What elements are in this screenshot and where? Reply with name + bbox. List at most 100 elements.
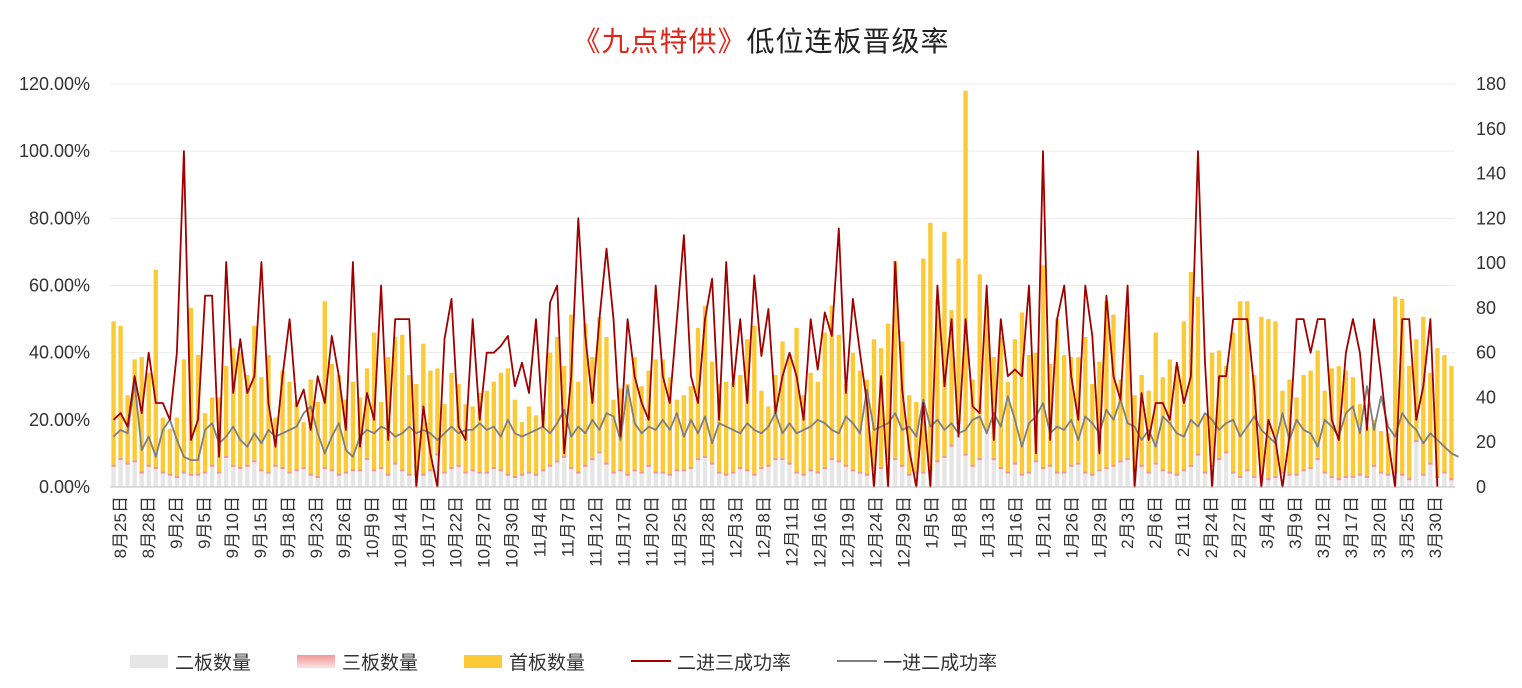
bar-second — [1090, 475, 1095, 487]
x-tick-label: 9月10日 — [223, 496, 242, 558]
bar-first — [491, 381, 496, 467]
bar-first — [181, 359, 187, 472]
legend-swatch-second — [130, 654, 168, 668]
bar-third — [723, 473, 729, 476]
bar-second — [139, 473, 144, 487]
bar-second — [1315, 460, 1320, 487]
y-right-tick-label: 100 — [1476, 253, 1506, 273]
bar-first — [1350, 377, 1356, 476]
bar-first — [1230, 332, 1236, 472]
bar-third — [716, 471, 722, 474]
bar-first — [498, 372, 504, 470]
bar-second — [639, 473, 644, 487]
bar-third — [562, 455, 567, 458]
bar-third — [709, 462, 715, 465]
bar-first — [111, 321, 116, 465]
bar-third — [1357, 473, 1363, 476]
bar-second — [1040, 469, 1046, 487]
bar-third — [216, 471, 222, 474]
chart-title-brand: 《九点特供》 — [572, 26, 747, 57]
bar-second — [1118, 462, 1123, 487]
bar-third — [1294, 473, 1299, 476]
bar-second — [357, 471, 363, 487]
bar-third — [604, 462, 609, 465]
bar-first — [294, 401, 299, 470]
bar-second — [1111, 466, 1116, 487]
bar-second — [815, 473, 820, 487]
bar-first — [822, 332, 827, 467]
bar-second — [1230, 473, 1236, 487]
bar-first — [590, 357, 595, 458]
bar-third — [1040, 466, 1046, 470]
bar-third — [132, 460, 137, 463]
legend-label-third: 三板数量 — [342, 652, 419, 674]
bar-third — [477, 471, 482, 474]
y-right-tick-label: 160 — [1476, 119, 1506, 139]
y-left-tick-label: 0.00% — [39, 477, 90, 497]
bar-second — [1273, 478, 1278, 487]
bar-second — [294, 471, 299, 487]
bar-first — [118, 325, 123, 458]
bar-third — [1181, 469, 1187, 472]
bar-first — [1040, 265, 1046, 467]
bar-third — [1449, 478, 1454, 481]
bar-first — [1322, 390, 1327, 472]
bar-first — [977, 274, 982, 458]
bar-third — [702, 455, 708, 458]
bar-third — [914, 471, 919, 474]
bar-first — [1104, 301, 1109, 467]
bar-second — [759, 469, 764, 487]
bar-second — [822, 469, 827, 487]
bar-third — [421, 473, 426, 476]
bar-second — [864, 475, 870, 487]
bar-first — [280, 370, 285, 467]
bar-second — [280, 469, 285, 487]
y-left-tick-label: 120.00% — [19, 74, 90, 94]
x-tick-label: 1月8日 — [950, 496, 969, 549]
x-tick-label: 10月9日 — [363, 496, 382, 558]
bar-third — [850, 469, 856, 472]
bar-third — [639, 471, 644, 474]
bar-second — [1076, 464, 1081, 487]
bar-first — [660, 359, 665, 472]
bar-first — [569, 314, 574, 467]
bar-second — [900, 466, 905, 487]
bar-first — [836, 334, 842, 461]
bar-second — [1449, 480, 1454, 487]
bar-third — [731, 471, 736, 474]
bar-second — [709, 464, 715, 487]
bar-first — [414, 384, 419, 474]
bar-second — [1223, 453, 1229, 487]
x-tick-label: 11月7日 — [559, 496, 578, 557]
bar-third — [1174, 473, 1180, 476]
y-left-tick-label: 100.00% — [19, 141, 90, 161]
bar-second — [519, 475, 525, 487]
bar-first — [1357, 404, 1363, 474]
bar-third — [526, 471, 532, 474]
bar-first — [1371, 419, 1377, 465]
bar-first — [829, 305, 834, 458]
bar-second — [118, 460, 123, 487]
x-tick-label: 1月29日 — [1090, 496, 1109, 558]
bar-first — [1216, 350, 1222, 458]
bar-second — [167, 475, 173, 487]
bar-second — [562, 457, 567, 487]
bar-first — [1083, 336, 1088, 472]
bar-second — [224, 457, 229, 487]
x-tick-label: 3月25日 — [1398, 496, 1417, 558]
bar-third — [1090, 473, 1095, 476]
bar-first — [1280, 390, 1285, 472]
bar-first — [407, 375, 412, 474]
bar-second — [336, 475, 342, 487]
bar-second — [1202, 473, 1208, 487]
bar-second — [160, 473, 165, 487]
bar-first — [1442, 354, 1447, 472]
bar-second — [892, 460, 898, 487]
bar-third — [1266, 478, 1271, 481]
bar-third — [625, 473, 630, 476]
x-tick-label: 3月30日 — [1426, 496, 1445, 558]
bar-third — [1202, 471, 1208, 474]
bar-second — [1414, 442, 1419, 487]
bar-third — [794, 471, 799, 474]
bar-third — [1407, 478, 1412, 481]
